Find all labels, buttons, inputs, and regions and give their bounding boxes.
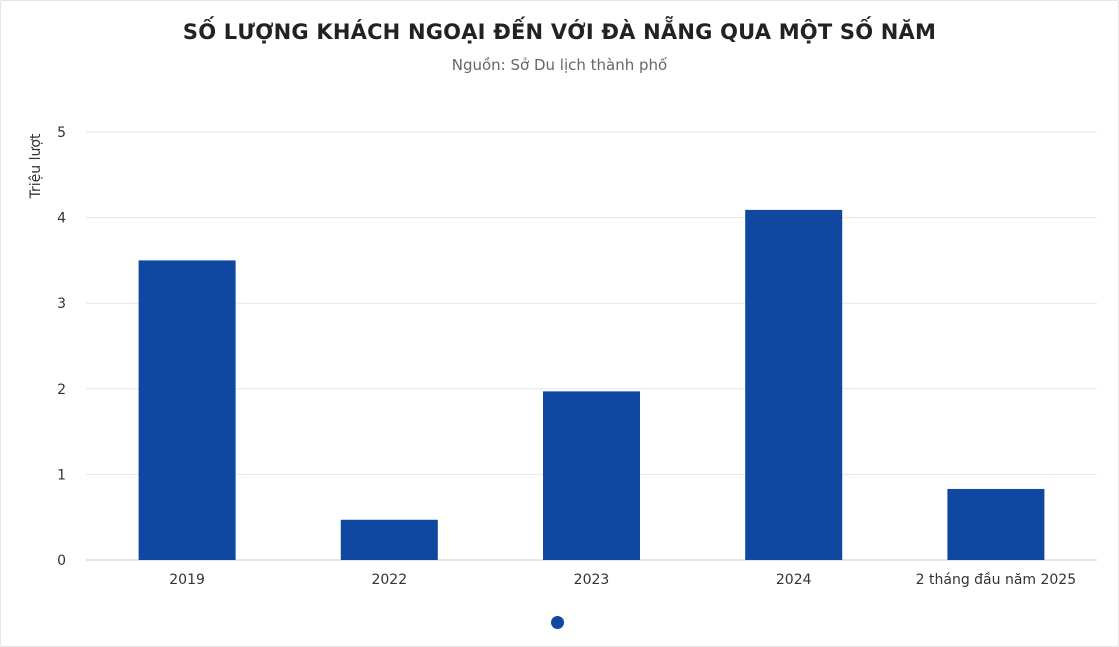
y-tick-label: 4 — [57, 211, 66, 227]
chart-subtitle: Nguồn: Sở Du lịch thành phố — [451, 56, 668, 74]
bar-2-tháng-đầu-năm-2025 — [947, 488, 1045, 560]
bar-2023 — [543, 391, 640, 560]
x-tick-label: 2023 — [574, 572, 610, 588]
chart-title: SỐ LƯỢNG KHÁCH NGOẠI ĐẾN VỚI ĐÀ NẴNG QUA… — [182, 20, 937, 44]
x-tick-label: 2022 — [371, 572, 407, 588]
y-tick-label: 1 — [57, 467, 66, 483]
bar-2022 — [340, 519, 438, 560]
pagination-dot[interactable] — [551, 616, 564, 629]
bar-2024 — [745, 209, 843, 560]
x-tick-label: 2024 — [776, 572, 812, 588]
y-tick-label: 2 — [57, 382, 66, 398]
y-tick-label: 3 — [57, 296, 66, 312]
y-axis-title: Triệu lượt — [28, 133, 44, 199]
x-tick-label: 2019 — [169, 572, 205, 588]
bar-2019 — [138, 260, 236, 560]
y-tick-label: 5 — [57, 125, 66, 141]
x-tick-label: 2 tháng đầu năm 2025 — [916, 572, 1076, 588]
y-tick-label: 0 — [57, 553, 66, 569]
